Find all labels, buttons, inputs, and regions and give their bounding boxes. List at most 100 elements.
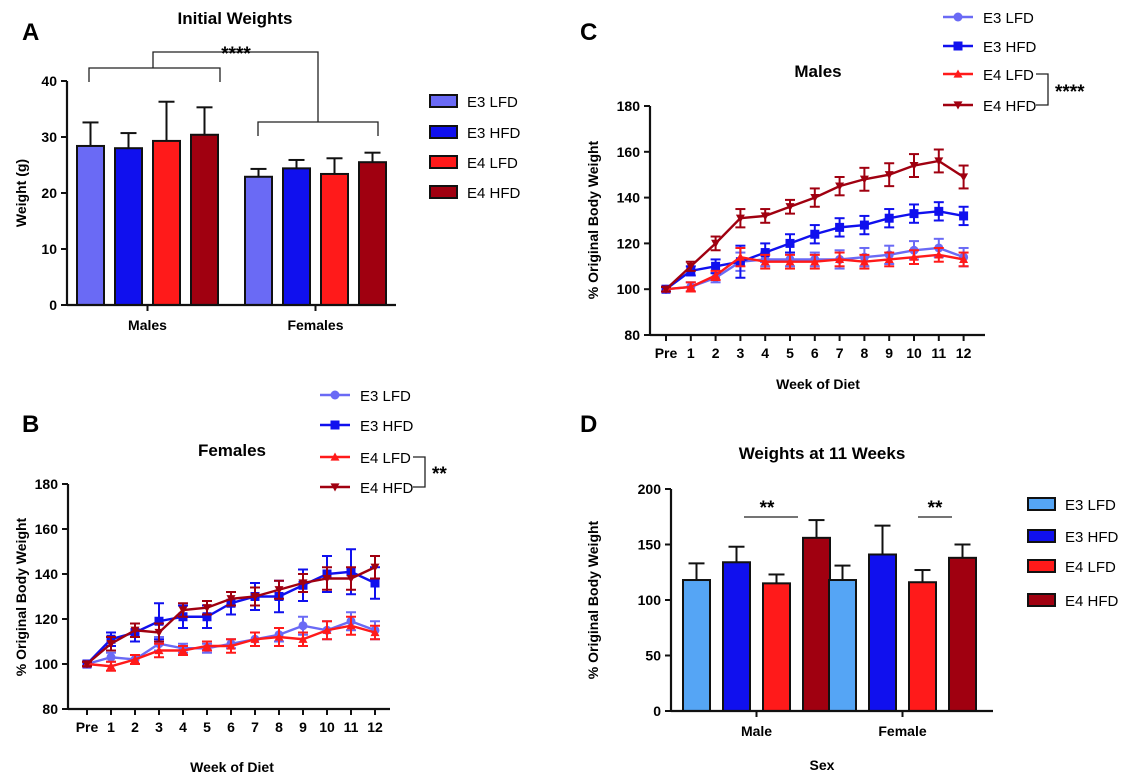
a-bar (152, 139, 181, 306)
c-legend-label: E3 LFD (983, 10, 1034, 27)
panel-a-letter: A (22, 19, 39, 46)
b-data-point (106, 652, 116, 662)
b-data-point (250, 592, 260, 601)
panel-d-bars (682, 519, 977, 713)
d-y-tick-label: 50 (645, 648, 661, 664)
panel-d-significance-male: ** (760, 498, 775, 519)
c-data-point (760, 212, 770, 221)
c-data-point (711, 270, 721, 280)
b-legend-marker (330, 420, 340, 430)
c-y-tick-label: 140 (617, 190, 641, 206)
d-bar (828, 579, 857, 713)
c-data-point (835, 182, 845, 191)
b-data-point (130, 626, 140, 635)
d-legend-label: E3 LFD (1065, 497, 1116, 514)
a-bar (244, 175, 273, 306)
b-x-tick-label: 10 (319, 719, 335, 735)
panel-c-xlabel: Week of Diet (776, 376, 860, 392)
b-data-point (202, 604, 212, 613)
d-x-tick-label: Male (741, 723, 772, 739)
d-legend-label: E3 HFD (1065, 529, 1119, 546)
c-data-point (810, 257, 820, 266)
d-bar (802, 536, 831, 713)
a-legend-swatch (429, 155, 458, 169)
c-data-point (959, 173, 969, 182)
c-x-tick-label: 8 (861, 345, 869, 361)
panel-d-y-axis: 0 50 100 150 200 (638, 481, 673, 719)
b-data-point (226, 595, 236, 604)
a-y-tick-label: 40 (41, 73, 57, 89)
c-data-point (711, 261, 721, 271)
c-data-point (686, 282, 696, 291)
b-data-point (274, 586, 284, 595)
b-x-tick-label: 7 (251, 719, 259, 735)
c-y-tick-label: 160 (617, 144, 641, 160)
c-data-point (711, 239, 721, 248)
c-data-point (735, 214, 745, 223)
a-bar (114, 147, 143, 306)
c-data-point (859, 175, 869, 184)
c-x-tick-label: 11 (931, 345, 946, 361)
c-x-tick-label: 7 (836, 345, 844, 361)
b-data-point (322, 574, 332, 583)
b-data-point (346, 621, 356, 630)
b-data-point (106, 661, 116, 670)
a-x-tick-label: Males (128, 317, 167, 333)
a-bar (190, 133, 219, 306)
panel-d-x-axis: Male Female (671, 709, 993, 739)
c-x-tick-label: 5 (786, 345, 794, 361)
c-data-point (785, 203, 795, 212)
c-y-tick-label: 80 (624, 327, 640, 343)
a-x-tick-label: Females (287, 317, 343, 333)
panel-b-significance: ** (432, 464, 447, 485)
panel-c-title: Males (794, 62, 841, 81)
b-data-point (322, 625, 332, 634)
c-data-point (909, 209, 919, 219)
c-data-point (884, 171, 894, 180)
a-legend-label: E4 HFD (467, 185, 521, 202)
panel-d: D Weights at 11 Weeks % Original Body We… (580, 411, 1119, 773)
b-y-tick-label: 160 (35, 521, 59, 537)
c-x-tick-label: 3 (737, 345, 745, 361)
c-x-tick-label: 1 (687, 345, 695, 361)
c-data-point (934, 157, 944, 166)
c-data-point (909, 161, 919, 171)
b-legend-label: E4 LFD (360, 450, 411, 467)
panel-a-legend: E3 LFD E3 HFD E4 LFD E4 HFD (429, 94, 521, 202)
b-data-point (178, 646, 188, 655)
a-legend-swatch (429, 94, 458, 108)
panel-b-xlabel: Week of Diet (190, 759, 274, 775)
panel-a-bracket-main (152, 51, 319, 122)
c-data-point (835, 222, 845, 232)
c-legend-label: E3 HFD (983, 39, 1037, 56)
panel-d-ylabel: % Original Body Weight (585, 520, 601, 679)
c-y-tick-label: 100 (617, 281, 641, 297)
b-legend-label: E4 HFD (360, 480, 414, 497)
b-x-tick-label: 2 (131, 719, 139, 735)
panel-b-legend-bracket (413, 456, 426, 488)
b-data-point (298, 634, 308, 643)
panel-b-title: Females (198, 441, 266, 460)
b-legend-label: E3 LFD (360, 388, 411, 405)
panel-a-bracket-females (257, 121, 379, 136)
d-bar (762, 582, 791, 712)
b-legend-marker (330, 390, 340, 400)
d-y-tick-label: 100 (638, 592, 662, 608)
panel-c-significance: **** (1055, 82, 1085, 103)
d-bar (722, 561, 751, 713)
panel-b-letter: B (22, 411, 39, 438)
panel-c-series (661, 148, 969, 294)
panel-c-ylabel: % Original Body Weight (585, 140, 601, 299)
c-data-point (735, 252, 745, 261)
c-data-point (785, 257, 795, 266)
panel-d-significance-female: ** (928, 498, 943, 519)
b-x-tick-label: 1 (107, 719, 115, 735)
c-legend-marker (953, 41, 963, 51)
b-data-point (250, 634, 260, 643)
d-legend-swatch (1027, 529, 1056, 543)
b-x-tick-label: 9 (299, 719, 307, 735)
c-x-tick-label: 4 (761, 345, 769, 361)
b-legend-label: E3 HFD (360, 418, 414, 435)
